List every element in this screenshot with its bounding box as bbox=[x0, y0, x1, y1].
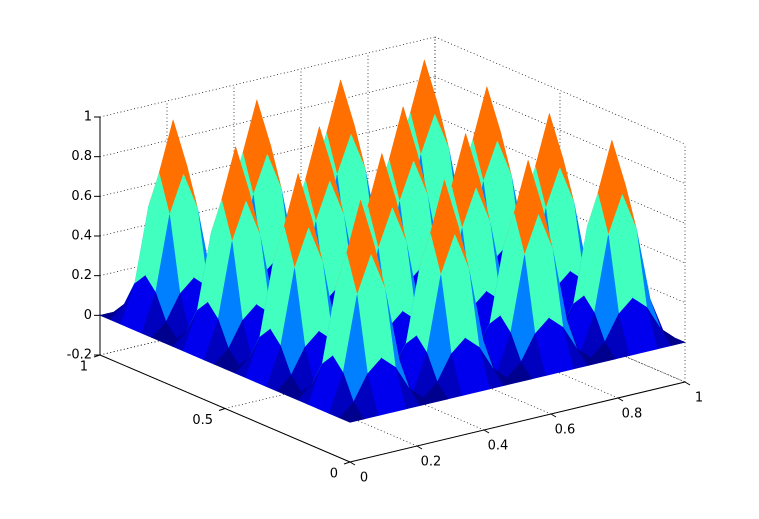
z-tick-label: 1 bbox=[84, 110, 92, 125]
z-tick-label: 0.4 bbox=[71, 229, 92, 244]
z-tick-label: 0.2 bbox=[71, 268, 92, 283]
y-tick-label: 1 bbox=[80, 360, 88, 375]
surface-patch bbox=[339, 401, 365, 423]
x-tick-label: 0.4 bbox=[488, 439, 509, 454]
z-tick-label: -0.2 bbox=[67, 348, 92, 363]
x-tick bbox=[416, 445, 423, 450]
x-tick-label: 1 bbox=[695, 391, 703, 406]
x-axis bbox=[349, 381, 686, 463]
x-tick-label: 0.6 bbox=[555, 423, 576, 438]
grid-line bbox=[99, 36, 436, 118]
x-tick-label: 0 bbox=[360, 471, 368, 486]
y-tick bbox=[218, 408, 226, 411]
y-tick bbox=[343, 461, 351, 465]
x-tick-label: 0.2 bbox=[421, 455, 442, 470]
x-tick bbox=[684, 381, 691, 386]
y-tick-label: 0 bbox=[330, 467, 338, 482]
z-tick-label: 0 bbox=[84, 308, 92, 323]
x-tick bbox=[349, 461, 356, 466]
y-tick-label: 0.5 bbox=[192, 413, 213, 428]
x-tick bbox=[483, 429, 490, 434]
z-tick-label: 0.8 bbox=[71, 149, 92, 164]
x-tick bbox=[617, 397, 624, 402]
grid-line bbox=[99, 76, 436, 158]
x-tick bbox=[550, 413, 557, 418]
z-tick-label: 0.6 bbox=[71, 189, 92, 204]
x-tick-label: 0.8 bbox=[622, 407, 643, 422]
